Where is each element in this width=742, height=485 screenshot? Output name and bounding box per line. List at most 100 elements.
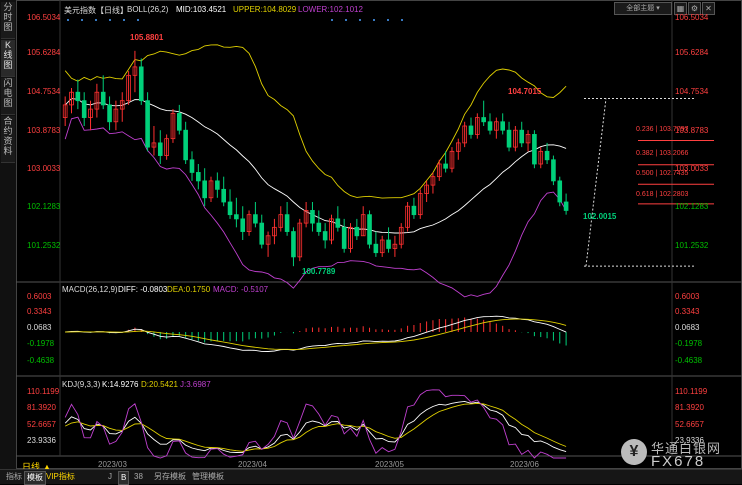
macd-y-tick-right: 0.3343 — [675, 307, 700, 316]
kdj-y-tick-right: 110.1199 — [675, 387, 708, 396]
candle-body — [360, 214, 366, 237]
y-tick: 104.7534 — [27, 87, 61, 96]
macd-y-tick-right: 0.6003 — [675, 292, 700, 301]
y-tick: 105.6284 — [27, 48, 61, 57]
y-tick-right: 102.1283 — [675, 202, 709, 211]
candle-body — [183, 129, 188, 161]
fib-label: 0.236 | 103.7797 — [636, 126, 689, 133]
candle-body — [145, 100, 150, 148]
tab-timeshare[interactable]: 分时图 — [1, 2, 15, 39]
candle-body — [157, 142, 163, 156]
close-icon[interactable]: ✕ — [702, 2, 715, 15]
tab-vip-indicators[interactable]: VIP指标 — [46, 472, 75, 481]
candle-body — [177, 112, 182, 131]
watermark-en: FX678 — [651, 453, 706, 470]
candle-body — [525, 134, 531, 144]
candle-body — [113, 108, 119, 123]
y-tick: 101.2532 — [27, 241, 61, 250]
macd-diff: DIFF: -0.0803 — [118, 285, 168, 294]
candle-body — [329, 218, 334, 241]
y-tick-right: 104.7534 — [675, 87, 709, 96]
candle-body — [436, 163, 442, 178]
bottom-toolbar: 指标 模板 VIP指标 J B 38 另存模板 管理模板 — [0, 469, 742, 485]
candle-body — [386, 239, 391, 249]
candle-body — [259, 222, 265, 245]
candle-body — [532, 134, 537, 165]
kdj-title: KDJ(9,3,3) — [62, 380, 101, 389]
candle-body — [487, 121, 493, 131]
macd-y-tick-right: 0.0683 — [675, 323, 700, 332]
high-annotation: 105.8801 — [130, 33, 164, 42]
signal-dot — [123, 19, 125, 21]
left-sidebar: 分时图 K线图 闪电图 合约资料 — [0, 0, 17, 469]
kdj-d: D:20.5421 — [141, 380, 178, 389]
candle-body — [411, 205, 417, 216]
tab-38[interactable]: 38 — [134, 472, 143, 481]
candle-body — [221, 188, 226, 203]
candle-body — [272, 226, 277, 237]
kdj-y-tick: 110.1199 — [27, 387, 60, 396]
candle-body — [341, 226, 347, 249]
candle-body — [367, 214, 372, 245]
candle-body — [544, 150, 550, 161]
boll-mid: MID:103.4521 — [176, 5, 227, 14]
grid-icon[interactable]: ▦ — [674, 2, 687, 15]
boll-label: BOLL(26,2) — [127, 5, 169, 14]
x-tick: 2023/05 — [375, 460, 404, 469]
boll-upper: UPPER:104.8029 — [233, 5, 297, 14]
boll-mid-line — [64, 98, 567, 234]
candle-body — [107, 104, 112, 123]
candle-body — [132, 66, 138, 76]
low-annotation: 100.7789 — [302, 267, 336, 276]
signal-dot — [373, 19, 375, 21]
high-annotation: 104.7015 — [508, 87, 542, 96]
period-selector[interactable]: 日线 ▲ — [22, 462, 52, 472]
tab-j[interactable]: J — [108, 472, 112, 481]
candle-body — [468, 125, 474, 135]
macd-y-tick-right: -0.4638 — [675, 356, 703, 365]
candle-body — [215, 180, 220, 190]
y-tick: 102.1283 — [27, 202, 61, 211]
fib-trend-line — [585, 98, 607, 267]
candle-body — [227, 201, 233, 216]
tab-kline[interactable]: K线图 — [1, 40, 15, 77]
tab-lightning[interactable]: 闪电图 — [1, 78, 15, 115]
main-title: 美元指数【日线】 — [64, 6, 128, 15]
candle-body — [557, 180, 563, 203]
theme-dropdown[interactable]: 全部主题 ▾ — [614, 2, 672, 15]
signal-dot — [67, 19, 69, 21]
candle-body — [151, 142, 157, 148]
y-tick: 103.8783 — [27, 126, 61, 135]
candle-body — [500, 121, 505, 131]
boll-lower-line — [64, 116, 567, 298]
y-tick-right: 106.5034 — [675, 13, 709, 22]
kdj-k: K:14.9276 — [102, 380, 139, 389]
settings-icon[interactable]: ⚙ — [688, 2, 701, 15]
candle-body — [551, 159, 556, 182]
tab-indicators[interactable]: 指标 — [6, 472, 22, 481]
watermark-icon: ¥ — [621, 439, 647, 465]
y-tick: 103.0033 — [27, 164, 61, 173]
candle-body — [322, 231, 328, 241]
candle-body — [240, 218, 246, 232]
chart-canvas[interactable] — [16, 0, 742, 469]
candle-body — [430, 176, 436, 186]
candle-body — [253, 214, 258, 224]
kdj-y-tick-right: 23.9336 — [675, 436, 704, 445]
candle-body — [94, 91, 100, 110]
candle-body — [202, 180, 207, 199]
tab-manage-template[interactable]: 管理模板 — [192, 472, 224, 481]
candle-body — [392, 243, 398, 249]
kdj-j-line — [64, 389, 567, 459]
kdj-y-tick: 81.3920 — [27, 403, 56, 412]
kdj-d-line — [65, 402, 567, 452]
macd-title: MACD(26,12,9) — [62, 285, 118, 294]
macd-y-tick: -0.1978 — [27, 339, 55, 348]
kdj-y-tick: 52.6657 — [27, 420, 56, 429]
tab-save-template[interactable]: 另存模板 — [154, 472, 186, 481]
kdj-y-tick-right: 52.6657 — [675, 420, 704, 429]
y-tick-right: 103.8783 — [675, 126, 709, 135]
candle-body — [379, 239, 385, 254]
macd-diff-line — [65, 315, 567, 352]
tab-contract-info[interactable]: 合约资料 — [1, 116, 15, 163]
